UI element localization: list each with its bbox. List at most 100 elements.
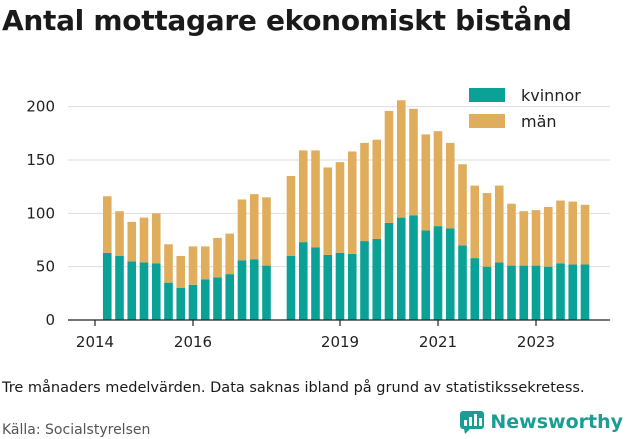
bar-man	[507, 203, 516, 266]
bar-kvinnor	[323, 254, 333, 320]
bar-man	[151, 213, 161, 264]
bar-chart-logo-icon	[460, 411, 485, 434]
chart-note: Tre månaders medelvärden. Data saknas ib…	[2, 380, 585, 396]
y-tick-label: 100	[26, 204, 55, 222]
x-tick-label: 2019	[321, 333, 359, 351]
bar-man	[102, 196, 112, 253]
bar-kvinnor	[531, 265, 541, 320]
bar-kvinnor	[151, 263, 161, 320]
bar-kvinnor	[115, 256, 124, 320]
source-label: Källa: Socialstyrelsen	[2, 422, 151, 438]
legend-label: kvinnor	[521, 86, 581, 105]
bar-kvinnor	[568, 264, 578, 320]
bar-man	[470, 185, 480, 259]
bar-man	[298, 150, 308, 243]
bar-man	[445, 142, 455, 229]
bar-man	[335, 162, 345, 253]
y-tick-label: 150	[26, 151, 55, 169]
bar-man	[494, 185, 504, 263]
x-tick-label: 2016	[174, 333, 212, 351]
bar-man	[482, 193, 492, 267]
bar-kvinnor	[139, 262, 149, 320]
bar-kvinnor	[384, 222, 394, 320]
bar-man	[360, 142, 369, 242]
bar-man	[543, 206, 553, 267]
bar-man	[458, 164, 467, 246]
bar-kvinnor	[102, 252, 112, 320]
bar-man	[115, 211, 124, 256]
chart-title: Antal mottagare ekonomiskt bistånd	[2, 4, 572, 37]
bar-kvinnor	[335, 252, 345, 320]
stacked-bar-chart: 0 50 100 150 200 2014 2016 2019 2021 2023 kvinno…	[26, 86, 610, 351]
bar-man	[323, 167, 333, 255]
bar-kvinnor	[433, 226, 443, 320]
bar-man	[311, 150, 320, 248]
bar-man	[531, 210, 541, 266]
bar-kvinnor	[494, 262, 504, 320]
bar-kvinnor	[188, 284, 198, 320]
bar-kvinnor	[543, 266, 553, 320]
bar-kvinnor	[249, 259, 259, 320]
bar-man	[237, 199, 247, 261]
bar-kvinnor	[200, 279, 210, 320]
bar-man	[519, 211, 529, 266]
bars	[102, 100, 590, 320]
bar-man	[347, 151, 357, 254]
bar-man	[556, 200, 565, 264]
bar-kvinnor	[556, 263, 565, 320]
legend: kvinnor män	[469, 86, 581, 131]
bar-kvinnor	[164, 282, 173, 320]
bar-man	[396, 100, 406, 218]
bar-kvinnor	[482, 266, 492, 320]
bar-kvinnor	[458, 245, 467, 320]
bar-kvinnor	[396, 217, 406, 320]
bar-kvinnor	[127, 261, 137, 320]
bar-man	[188, 246, 198, 285]
bar-kvinnor	[409, 215, 418, 320]
y-axis: 0 50 100 150 200	[26, 98, 55, 329]
legend-label: män	[521, 112, 557, 131]
bar-man	[568, 201, 578, 265]
bar-man	[139, 217, 149, 263]
bar-man	[421, 134, 431, 231]
bar-kvinnor	[580, 264, 590, 320]
bar-man	[384, 110, 394, 223]
y-tick-label: 200	[26, 98, 55, 116]
bar-kvinnor	[213, 277, 222, 320]
bar-kvinnor	[237, 260, 247, 320]
y-tick-label: 0	[45, 311, 55, 329]
newsworthy-logo[interactable]: Newsworthy	[459, 410, 623, 434]
bar-man	[225, 233, 235, 275]
bar-man	[249, 194, 259, 260]
bar-kvinnor	[298, 242, 308, 320]
bar-kvinnor	[507, 265, 516, 320]
bar-kvinnor	[421, 230, 431, 320]
bar-man	[262, 197, 271, 266]
y-tick-label: 50	[36, 258, 55, 276]
bar-kvinnor	[470, 258, 480, 320]
bar-kvinnor	[311, 247, 320, 320]
bar-man	[164, 244, 173, 283]
x-tick-label: 2021	[419, 333, 457, 351]
bar-kvinnor	[262, 265, 271, 320]
bar-man	[286, 176, 296, 256]
bar-kvinnor	[372, 238, 382, 320]
bar-man	[580, 204, 590, 265]
bar-kvinnor	[286, 256, 296, 320]
bar-kvinnor	[176, 288, 186, 320]
x-tick-label: 2023	[517, 333, 555, 351]
bar-man	[372, 139, 382, 239]
x-axis: 2014 2016 2019 2021 2023	[68, 319, 610, 351]
bar-man	[200, 246, 210, 280]
bar-man	[176, 256, 186, 288]
bar-kvinnor	[347, 253, 357, 320]
bar-kvinnor	[360, 241, 369, 320]
bar-man	[409, 108, 418, 216]
bar-man	[433, 131, 443, 227]
bar-kvinnor	[445, 228, 455, 320]
bar-kvinnor	[225, 274, 235, 320]
bar-kvinnor	[519, 265, 529, 320]
legend-swatch	[469, 114, 505, 128]
brand-name: Newsworthy	[490, 411, 623, 433]
legend-swatch	[469, 88, 505, 102]
